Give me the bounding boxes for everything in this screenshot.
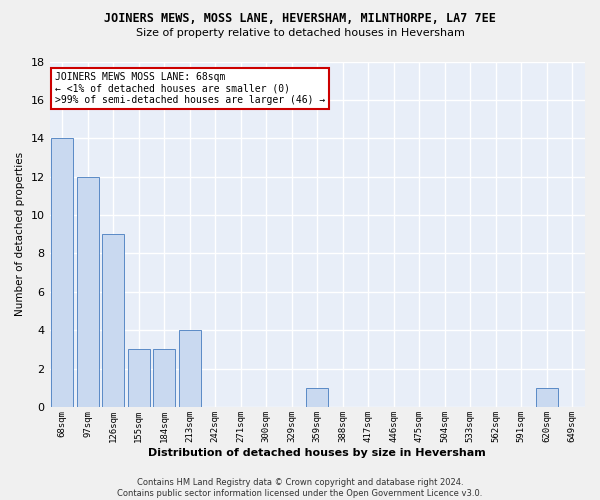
- Bar: [536, 388, 557, 407]
- Bar: [52, 138, 73, 407]
- Text: Contains HM Land Registry data © Crown copyright and database right 2024.
Contai: Contains HM Land Registry data © Crown c…: [118, 478, 482, 498]
- X-axis label: Distribution of detached houses by size in Heversham: Distribution of detached houses by size …: [148, 448, 486, 458]
- Bar: [179, 330, 200, 407]
- Bar: [128, 350, 149, 407]
- Y-axis label: Number of detached properties: Number of detached properties: [15, 152, 25, 316]
- Bar: [307, 388, 328, 407]
- Bar: [103, 234, 124, 407]
- Text: Size of property relative to detached houses in Heversham: Size of property relative to detached ho…: [136, 28, 464, 38]
- Text: JOINERS MEWS MOSS LANE: 68sqm
← <1% of detached houses are smaller (0)
>99% of s: JOINERS MEWS MOSS LANE: 68sqm ← <1% of d…: [55, 72, 325, 105]
- Bar: [77, 176, 98, 407]
- Text: JOINERS MEWS, MOSS LANE, HEVERSHAM, MILNTHORPE, LA7 7EE: JOINERS MEWS, MOSS LANE, HEVERSHAM, MILN…: [104, 12, 496, 26]
- Bar: [154, 350, 175, 407]
